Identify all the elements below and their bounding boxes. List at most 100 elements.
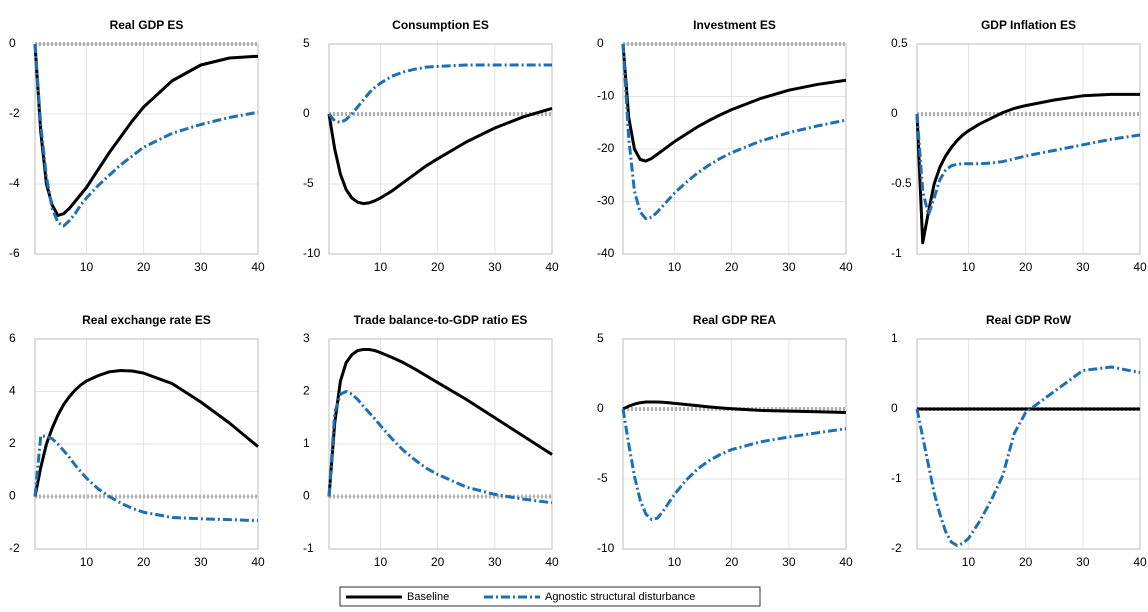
x-tick-label: 20 bbox=[137, 260, 151, 274]
plot-frame bbox=[916, 43, 1141, 255]
y-tick-label: -2 bbox=[891, 541, 902, 555]
x-tick-label: 10 bbox=[374, 260, 388, 274]
y-tick-label: -40 bbox=[597, 246, 615, 260]
y-tick-label: 0 bbox=[9, 36, 16, 50]
y-tick-label: -1 bbox=[303, 541, 314, 555]
y-tick-label: -10 bbox=[597, 89, 615, 103]
plot-frame bbox=[916, 338, 1141, 550]
legend: Baseline Agnostic structural disturbance bbox=[339, 586, 761, 607]
series-line bbox=[327, 106, 553, 206]
y-tick-label: -5 bbox=[303, 176, 314, 190]
x-tick-label: 10 bbox=[374, 555, 388, 569]
series-line bbox=[621, 408, 847, 522]
y-tick-label: -6 bbox=[9, 246, 20, 260]
subplot: Real GDP RoW -2 -1 0 1 10 20 30 40 bbox=[891, 313, 1147, 569]
x-tick-label: 10 bbox=[668, 260, 682, 274]
subplot-title: Real exchange rate ES bbox=[82, 313, 211, 327]
x-tick-label: 40 bbox=[545, 260, 559, 274]
x-tick-label: 20 bbox=[431, 260, 445, 274]
x-tick-label: 20 bbox=[725, 260, 739, 274]
legend-label: Baseline bbox=[407, 591, 449, 603]
subplot: Investment ES -40 -30 -20 -10 0 10 20 30 40 bbox=[597, 18, 853, 274]
subplot-title: Investment ES bbox=[693, 18, 776, 32]
y-tick-label: 0 bbox=[891, 401, 898, 415]
x-tick-label: 20 bbox=[1019, 555, 1033, 569]
subplot-title: Real GDP RoW bbox=[986, 313, 1072, 327]
x-tick-label: 40 bbox=[545, 555, 559, 569]
x-tick-label: 30 bbox=[1076, 260, 1090, 274]
y-tick-label: 0 bbox=[597, 36, 604, 50]
x-tick-label: 10 bbox=[668, 555, 682, 569]
subplot: Consumption ES -10 -5 0 5 10 20 30 40 bbox=[303, 18, 559, 274]
legend-label: Agnostic structural disturbance bbox=[545, 591, 695, 603]
y-tick-label: -4 bbox=[9, 176, 20, 190]
series-line bbox=[915, 113, 1141, 217]
plot-frame bbox=[328, 338, 553, 550]
x-tick-label: 20 bbox=[1019, 260, 1033, 274]
series-line bbox=[33, 43, 259, 228]
y-tick-label: 1 bbox=[303, 436, 310, 450]
x-tick-label: 40 bbox=[839, 555, 853, 569]
y-tick-label: -10 bbox=[597, 541, 615, 555]
x-tick-label: 20 bbox=[137, 555, 151, 569]
subplot-title: GDP Inflation ES bbox=[981, 18, 1076, 32]
subplot-title: Consumption ES bbox=[392, 18, 489, 32]
y-tick-label: -20 bbox=[597, 141, 615, 155]
series-line bbox=[33, 434, 259, 523]
subplot: Real exchange rate ES -2 0 2 4 6 10 20 30 40 bbox=[9, 313, 265, 569]
series-line bbox=[621, 43, 847, 163]
x-tick-label: 40 bbox=[839, 260, 853, 274]
series-line bbox=[327, 390, 553, 505]
x-tick-label: 20 bbox=[725, 555, 739, 569]
x-tick-label: 30 bbox=[1076, 555, 1090, 569]
y-tick-label: 0 bbox=[891, 106, 898, 120]
y-tick-label: 0 bbox=[303, 106, 310, 120]
series-line bbox=[621, 43, 847, 221]
plot-frame bbox=[34, 43, 259, 255]
y-tick-label: -1 bbox=[891, 471, 902, 485]
y-tick-label: 6 bbox=[9, 331, 16, 345]
subplot: Trade balance-to-GDP ratio ES -1 0 1 2 3 10 20 3… bbox=[303, 313, 559, 569]
series-line bbox=[327, 348, 553, 497]
y-tick-label: -5 bbox=[597, 471, 608, 485]
y-tick-label: -30 bbox=[597, 194, 615, 208]
y-tick-label: -2 bbox=[9, 541, 20, 555]
y-tick-label: 0 bbox=[9, 489, 16, 503]
x-tick-label: 30 bbox=[194, 260, 208, 274]
plot-frame bbox=[328, 43, 553, 255]
subplot-title: Real GDP ES bbox=[110, 18, 184, 32]
series-line bbox=[33, 43, 259, 217]
subplot: Real GDP REA -10 -5 0 5 10 20 30 40 bbox=[597, 313, 853, 569]
x-tick-label: 30 bbox=[782, 260, 796, 274]
x-tick-label: 40 bbox=[251, 260, 265, 274]
y-tick-label: -10 bbox=[303, 246, 321, 260]
subplot-title: Trade balance-to-GDP ratio ES bbox=[354, 313, 528, 327]
subplot-title: Real GDP REA bbox=[693, 313, 776, 327]
x-tick-label: 30 bbox=[488, 260, 502, 274]
y-tick-label: 2 bbox=[303, 384, 310, 398]
series-line bbox=[915, 92, 1140, 245]
y-tick-label: 3 bbox=[303, 331, 310, 345]
x-tick-label: 10 bbox=[962, 555, 976, 569]
y-tick-label: 2 bbox=[9, 436, 16, 450]
x-tick-label: 40 bbox=[1133, 555, 1147, 569]
x-tick-label: 30 bbox=[194, 555, 208, 569]
series-line bbox=[33, 369, 259, 497]
subplot: Real GDP ES -6 -4 -2 0 10 20 30 40 bbox=[9, 18, 265, 274]
y-tick-label: 4 bbox=[9, 384, 16, 398]
y-tick-label: 0.5 bbox=[891, 36, 908, 50]
subplot: GDP Inflation ES -1 -0.5 0 0.5 10 20 30 40 bbox=[891, 18, 1147, 274]
x-tick-label: 40 bbox=[251, 555, 265, 569]
y-tick-label: 0 bbox=[597, 401, 604, 415]
y-tick-label: 5 bbox=[303, 36, 310, 50]
plot-frame bbox=[34, 338, 259, 550]
x-tick-label: 30 bbox=[782, 555, 796, 569]
y-tick-label: -2 bbox=[9, 106, 20, 120]
y-tick-label: 1 bbox=[891, 331, 898, 345]
series-line bbox=[622, 400, 847, 414]
plot-frame bbox=[622, 338, 847, 550]
series-line bbox=[915, 365, 1141, 547]
y-tick-label: 0 bbox=[303, 489, 310, 503]
x-tick-label: 30 bbox=[488, 555, 502, 569]
